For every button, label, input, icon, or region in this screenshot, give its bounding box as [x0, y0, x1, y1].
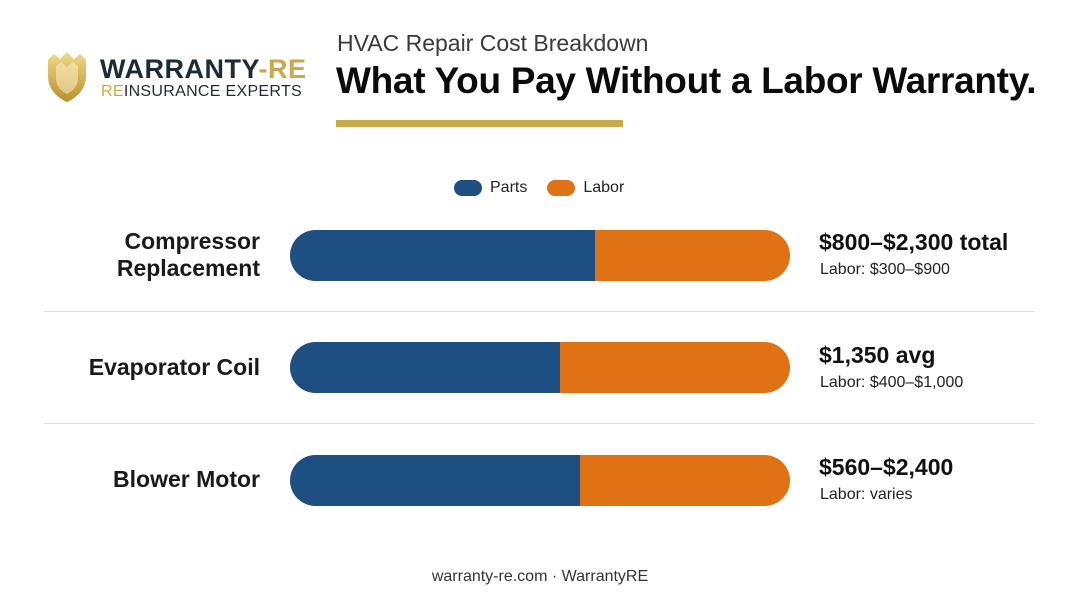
brand-name: WARRANTY-RE [100, 54, 307, 84]
row-total-blower: $560–$2,400 [819, 454, 954, 480]
footer-credit: warranty-re.com · WarrantyRE [431, 568, 649, 585]
row-labor-blower: Labor: varies [820, 486, 913, 503]
crest-icon [48, 52, 86, 102]
legend-label-parts: Parts [490, 179, 528, 196]
brand-tagline: REINSURANCE EXPERTS [101, 83, 303, 100]
row-label-line: Compressor [124, 228, 260, 254]
bar-evaporator [290, 342, 790, 393]
chart-subtitle: HVAC Repair Cost Breakdown [337, 30, 649, 56]
row-divider [44, 311, 1035, 312]
row-labor-evaporator: Labor: $400–$1,000 [820, 374, 964, 391]
row-divider [44, 423, 1035, 424]
row-total-evaporator: $1,350 avg [819, 342, 936, 368]
row-total-compressor: $800–$2,300 total [819, 229, 1009, 255]
bar-segment-parts [290, 455, 580, 506]
bar-segment-labor [580, 455, 790, 506]
legend-item-labor: Labor [547, 179, 624, 197]
bar-segment-labor [595, 230, 790, 281]
row-label-line: Replacement [116, 255, 260, 281]
brand-logo: WARRANTY-RE REINSURANCE EXPERTS [44, 50, 306, 106]
chart-title: What You Pay Without a Labor Warranty. [336, 60, 1037, 101]
legend-swatch-labor [547, 180, 576, 196]
bar-segment-parts [290, 342, 560, 393]
chart-legend: Parts Labor [454, 178, 644, 198]
bar-blower [290, 455, 790, 506]
row-label-line: Evaporator Coil [88, 354, 260, 380]
bar-compressor [290, 230, 790, 281]
bar-segment-labor [560, 342, 790, 393]
title-underline [336, 120, 623, 127]
legend-swatch-parts [454, 180, 482, 196]
legend-item-parts: Parts [454, 179, 527, 197]
row-label-blower: Blower Motor [20, 466, 260, 493]
row-labor-compressor: Labor: $300–$900 [820, 261, 950, 278]
row-label-line: Blower Motor [113, 466, 260, 492]
legend-label-labor: Labor [583, 179, 625, 196]
row-label-evaporator: Evaporator Coil [20, 354, 260, 381]
bar-segment-parts [290, 230, 595, 281]
row-label-compressor: Compressor Replacement [20, 228, 260, 282]
